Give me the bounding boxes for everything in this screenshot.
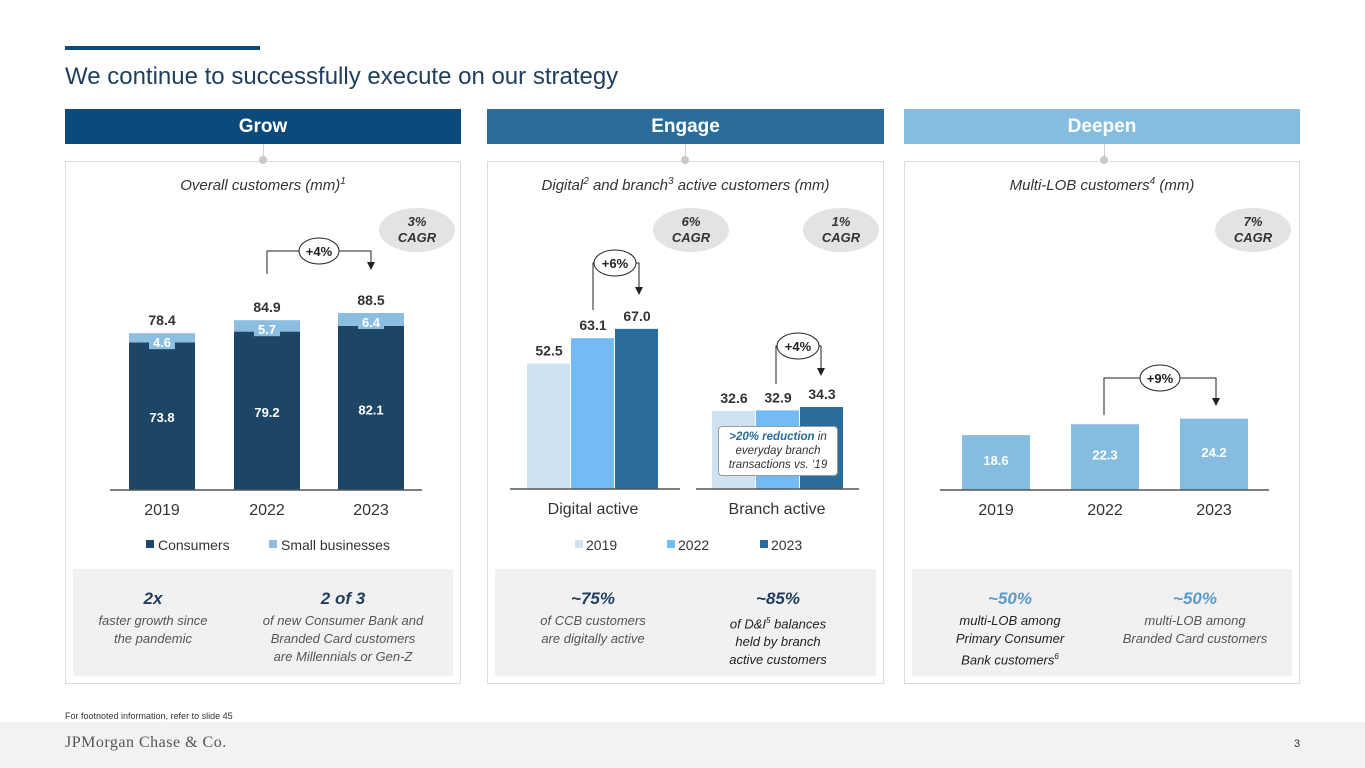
x-tick-2022: 2022 <box>1087 502 1123 519</box>
x-tick-digital-active: Digital active <box>548 501 639 518</box>
bar-multilob-2023 <box>1180 418 1248 490</box>
total-label-2023: 88.5 <box>357 292 384 308</box>
label-digital-2023: 67.0 <box>623 308 650 324</box>
bar-digital-2022 <box>571 338 614 489</box>
engage-chart: 52.5 63.1 67.0 32.6 32.9 34.3 Digital ac… <box>510 249 859 553</box>
top-accent-rule <box>65 46 260 50</box>
legend-label-consumers: Consumers <box>158 537 230 553</box>
grow-cagr-badge: 3% CAGR <box>379 208 455 252</box>
deepen-stat-2: ~50% multi-LOB among Branded Card custom… <box>1122 589 1268 646</box>
column-header-deepen: Deepen <box>904 109 1300 144</box>
branch-cagr-badge: 1% CAGR <box>803 208 879 252</box>
legend-label-small-biz: Small businesses <box>281 537 390 553</box>
total-label-2022: 84.9 <box>253 299 280 315</box>
deepen-growth-label: +9% <box>1147 371 1174 386</box>
legend-swatch-consumers <box>146 540 154 548</box>
grow-stat-2: 2 of 3 of new Consumer Bank and Branded … <box>262 589 424 664</box>
digital-growth-label: +6% <box>602 256 629 271</box>
label-bg-small-biz-2022 <box>254 324 280 337</box>
bar-digital-2019 <box>527 363 570 489</box>
connector-line <box>685 144 686 158</box>
deepen-stat-1: ~50% multi-LOB among Primary Consumer Ba… <box>955 589 1065 668</box>
total-label-2019: 78.4 <box>148 312 175 328</box>
company-logo: JPMorgan Chase & Co. <box>65 734 227 751</box>
branch-callout: >20% reduction in everyday branch transact… <box>718 426 838 476</box>
engage-stat-2: ~85% of D&I5 balances held by branch act… <box>729 589 827 668</box>
connector-line <box>1104 144 1105 158</box>
connector-dot <box>681 156 689 164</box>
bar-multilob-2019 <box>962 435 1030 490</box>
x-tick-2023: 2023 <box>353 502 389 519</box>
deepen-chart: 18.6 22.3 24.2 2019 2022 2023 +9% <box>940 364 1269 519</box>
column-header-grow: Grow <box>65 109 461 144</box>
label-small-biz-2022: 5.7 <box>258 322 276 337</box>
label-consumers-2019: 73.8 <box>149 410 174 425</box>
label-bg-small-biz-2019 <box>149 337 175 350</box>
charts-canvas: 73.8 79.2 82.1 4.6 5.7 6.4 78.4 84.9 88.… <box>110 237 1269 553</box>
grow-stat-box <box>73 569 453 676</box>
legend-swatch-small-biz <box>269 540 277 548</box>
legend-label-2023: 2023 <box>771 537 802 553</box>
page-title: We continue to successfully execute on o… <box>65 63 619 90</box>
deepen-chart-subtitle: Multi-LOB customers4 (mm) <box>1009 176 1195 194</box>
column-header-engage: Engage <box>487 109 884 144</box>
deepen-cagr-badge: 7% CAGR <box>1215 208 1291 252</box>
label-small-biz-2023: 6.4 <box>362 315 381 330</box>
engage-chart-subtitle: Digital2 and branch3 active customers (m… <box>541 176 830 194</box>
grow-growth-ellipse <box>298 237 340 265</box>
x-tick-branch-active: Branch active <box>729 501 826 518</box>
label-branch-2019: 32.6 <box>720 390 747 406</box>
bar-consumers-2019 <box>129 342 195 490</box>
page-number: 3 <box>1294 738 1301 750</box>
deepen-growth-ellipse <box>1139 364 1181 392</box>
grow-chart-subtitle: Overall customers (mm)1 <box>180 176 346 194</box>
branch-growth-label: +4% <box>785 339 812 354</box>
connector-dot <box>1100 156 1108 164</box>
label-multilob-2023: 24.2 <box>1201 445 1226 460</box>
label-bg-small-biz-2023 <box>358 317 384 329</box>
label-branch-2022: 32.9 <box>764 389 791 405</box>
x-tick-2019: 2019 <box>978 502 1014 519</box>
label-branch-2023: 34.3 <box>808 386 835 402</box>
bar-multilob-2022 <box>1071 424 1139 490</box>
label-digital-2022: 63.1 <box>579 317 606 333</box>
engage-stat-1: ~75% of CCB customers are digitally acti… <box>540 589 646 646</box>
bar-digital-2023 <box>615 328 658 489</box>
label-multilob-2022: 22.3 <box>1092 448 1117 463</box>
legend-label-2019: 2019 <box>586 537 617 553</box>
x-tick-2019: 2019 <box>144 502 180 519</box>
grow-growth-label: +4% <box>306 244 333 259</box>
grow-stat-1: 2x faster growth since the pandemic <box>98 589 208 646</box>
digital-cagr-badge: 6% CAGR <box>653 208 729 252</box>
deepen-stat-box <box>912 569 1292 676</box>
x-tick-2023: 2023 <box>1196 502 1232 519</box>
bar-consumers-2022 <box>234 331 300 490</box>
footer-bar <box>0 722 1365 768</box>
digital-growth-ellipse <box>593 249 637 277</box>
legend-swatch-2023 <box>760 540 768 548</box>
bar-consumers-2023 <box>338 325 404 490</box>
label-digital-2019: 52.5 <box>535 343 562 359</box>
legend-swatch-2022 <box>667 540 675 548</box>
legend-label-2022: 2022 <box>678 537 709 553</box>
legend-swatch-2019 <box>575 540 583 548</box>
label-multilob-2019: 18.6 <box>983 453 1008 468</box>
label-consumers-2023: 82.1 <box>358 402 383 417</box>
connector-line <box>263 144 264 158</box>
label-consumers-2022: 79.2 <box>254 405 279 420</box>
grow-chart: 73.8 79.2 82.1 4.6 5.7 6.4 78.4 84.9 88.… <box>110 237 422 553</box>
footnote: For footnoted information, refer to slid… <box>65 711 233 721</box>
label-small-biz-2019: 4.6 <box>153 335 171 350</box>
branch-growth-ellipse <box>776 332 820 360</box>
engage-stat-box <box>495 569 876 676</box>
connector-dot <box>259 156 267 164</box>
x-tick-2022: 2022 <box>249 502 285 519</box>
